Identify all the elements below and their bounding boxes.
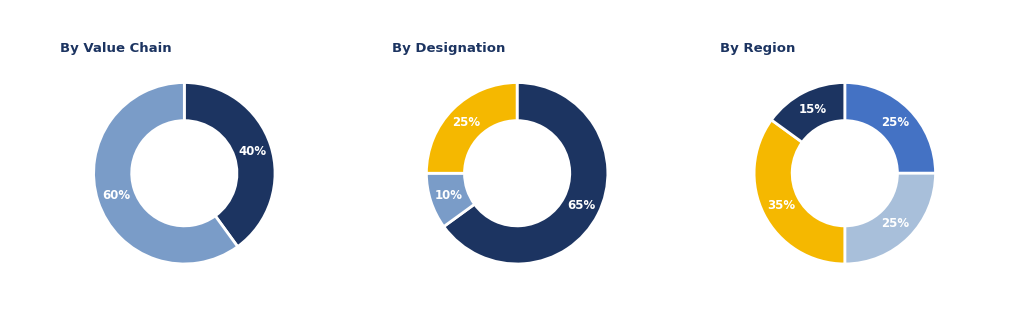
Wedge shape xyxy=(845,83,936,173)
Text: Primary Sources: Primary Sources xyxy=(429,11,595,30)
Wedge shape xyxy=(443,83,608,264)
Text: 15%: 15% xyxy=(798,103,826,116)
Text: By Designation: By Designation xyxy=(392,42,506,54)
Wedge shape xyxy=(754,120,845,264)
Text: By Region: By Region xyxy=(720,42,796,54)
Text: 25%: 25% xyxy=(882,217,909,231)
Wedge shape xyxy=(426,83,517,173)
Text: By Value Chain: By Value Chain xyxy=(59,42,171,54)
Text: 65%: 65% xyxy=(567,199,595,212)
Text: 25%: 25% xyxy=(453,116,480,129)
Wedge shape xyxy=(771,83,845,142)
Wedge shape xyxy=(184,83,275,247)
Wedge shape xyxy=(426,173,474,226)
Text: 40%: 40% xyxy=(239,145,266,158)
Text: 25%: 25% xyxy=(882,116,909,129)
Wedge shape xyxy=(93,83,238,264)
Wedge shape xyxy=(845,173,936,264)
Text: 60%: 60% xyxy=(102,189,130,202)
Text: 10%: 10% xyxy=(435,189,463,202)
Text: 35%: 35% xyxy=(767,199,795,212)
